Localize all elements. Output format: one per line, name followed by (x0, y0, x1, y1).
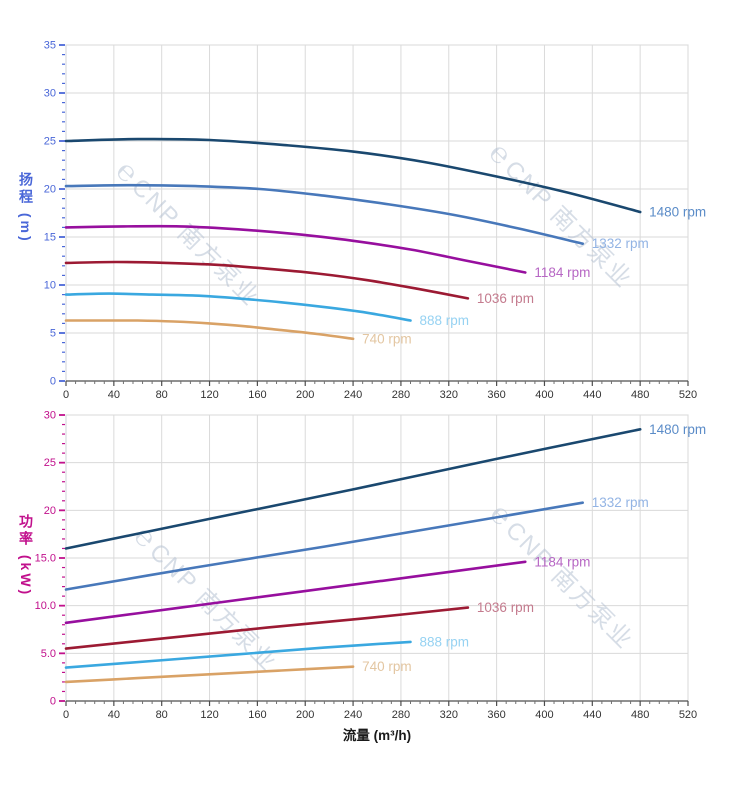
power-x-tick-label: 120 (200, 709, 218, 721)
power-curve-740-rpm (64, 665, 355, 684)
head-y-tick-label: 35 (44, 40, 56, 52)
power-curve-label-1480-rpm: 1480 rpm (649, 422, 706, 437)
head-x-tick-label: 0 (63, 389, 69, 401)
head-curve-1480-rpm (64, 137, 642, 214)
head-curve-1332-rpm (64, 183, 584, 245)
power-y-tick-label: 10.0 (35, 600, 56, 612)
head-x-tick-label: 480 (631, 389, 649, 401)
head-x-axis-ticks: 0 40 80 120 160 200 240 280 320 360 400 440 480 520 (63, 381, 697, 401)
head-curve-1036-rpm (64, 260, 470, 300)
head-curve-label-1480-rpm: 1480 rpm (649, 205, 706, 220)
power-y-tick-label: 5.0 (41, 648, 56, 660)
power-x-tick-label: 0 (63, 709, 69, 721)
power-y-axis-title: 功率 (kW) (18, 514, 34, 598)
head-y-tick-label: 0 (50, 376, 56, 388)
power-x-tick-label: 280 (392, 709, 410, 721)
head-x-tick-label: 160 (248, 389, 266, 401)
power-y-tick-label: 30 (44, 410, 56, 422)
head-curve-label-1332-rpm: 1332 rpm (592, 236, 649, 251)
power-x-tick-label: 80 (156, 709, 168, 721)
power-gridlines (66, 414, 689, 701)
power-x-tick-label: 480 (631, 709, 649, 721)
head-y-tick-label: 20 (44, 184, 56, 196)
power-curve-1036-rpm (64, 606, 470, 650)
power-curve-1184-rpm (64, 560, 527, 625)
power-x-axis-ticks: 0 40 80 120 160 200 240 280 320 360 400 440 480 520 (63, 701, 697, 721)
head-x-tick-label: 200 (296, 389, 314, 401)
head-curve-1184-rpm (64, 224, 527, 274)
power-curve-label-1332-rpm: 1332 rpm (592, 495, 649, 510)
power-x-tick-label: 240 (344, 709, 362, 721)
power-y-tick-label: 25 (44, 457, 56, 469)
head-curve-label-1036-rpm: 1036 rpm (477, 291, 534, 306)
head-y-tick-label: 5 (50, 328, 56, 340)
power-x-tick-label: 360 (487, 709, 505, 721)
head-y-tick-label: 30 (44, 88, 56, 100)
power-x-tick-label: 320 (440, 709, 458, 721)
power-curve-label-1184-rpm: 1184 rpm (534, 554, 590, 569)
head-x-tick-label: 360 (487, 389, 505, 401)
head-curve-888-rpm (64, 292, 412, 322)
power-curve-label-888-rpm: 888 rpm (419, 634, 469, 649)
head-x-tick-label: 80 (156, 389, 168, 401)
power-x-tick-label: 160 (248, 709, 266, 721)
power-curve-888-rpm (64, 640, 412, 669)
head-y-axis-title: 扬程 (m) (18, 172, 34, 244)
power-curve-1332-rpm (64, 501, 584, 591)
head-curve-label-740-rpm: 740 rpm (362, 331, 412, 346)
head-y-tick-label: 15 (44, 232, 56, 244)
head-x-tick-label: 120 (200, 389, 218, 401)
head-x-tick-label: 240 (344, 389, 362, 401)
head-curve-740-rpm (64, 319, 355, 341)
power-curve-label-1036-rpm: 1036 rpm (477, 600, 534, 615)
head-curve-label-888-rpm: 888 rpm (419, 313, 469, 328)
power-y-axis-ticks: 0 5.0 10.0 15.0 20 25 30 (35, 410, 65, 708)
power-curve-1480-rpm (64, 428, 642, 550)
head-x-tick-label: 280 (392, 389, 410, 401)
power-x-tick-label: 40 (108, 709, 120, 721)
x-axis-title: 流量 (m³/h) (342, 728, 412, 743)
head-y-axis-ticks: 0 5 10 15 20 25 30 35 (44, 40, 65, 388)
head-gridlines (66, 44, 689, 381)
power-x-tick-label: 400 (535, 709, 553, 721)
power-y-tick-label: 20 (44, 505, 56, 517)
head-plot-area (65, 44, 689, 382)
head-curve-label-1184-rpm: 1184 rpm (534, 265, 590, 280)
head-x-tick-label: 40 (108, 389, 120, 401)
head-x-tick-label: 520 (679, 389, 697, 401)
power-y-tick-label: 0 (50, 696, 56, 708)
head-x-tick-label: 400 (535, 389, 553, 401)
head-x-tick-label: 440 (583, 389, 601, 401)
power-curve-label-740-rpm: 740 rpm (362, 659, 412, 674)
power-y-tick-label: 15.0 (35, 553, 56, 565)
head-y-tick-label: 10 (44, 280, 56, 292)
head-x-tick-label: 320 (440, 389, 458, 401)
power-x-tick-label: 440 (583, 709, 601, 721)
power-x-tick-label: 520 (679, 709, 697, 721)
head-y-tick-label: 25 (44, 136, 56, 148)
power-x-tick-label: 200 (296, 709, 314, 721)
